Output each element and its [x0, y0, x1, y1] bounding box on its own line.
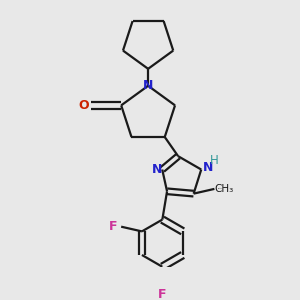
Text: F: F: [110, 220, 118, 233]
Text: O: O: [78, 99, 89, 112]
Text: CH₃: CH₃: [214, 184, 233, 194]
Text: N: N: [143, 79, 153, 92]
Text: methyl: methyl: [218, 188, 223, 189]
Text: F: F: [158, 288, 166, 300]
Text: N: N: [152, 163, 162, 176]
Text: methyl: methyl: [224, 186, 229, 188]
Text: H: H: [210, 154, 219, 166]
Text: N: N: [203, 161, 213, 174]
